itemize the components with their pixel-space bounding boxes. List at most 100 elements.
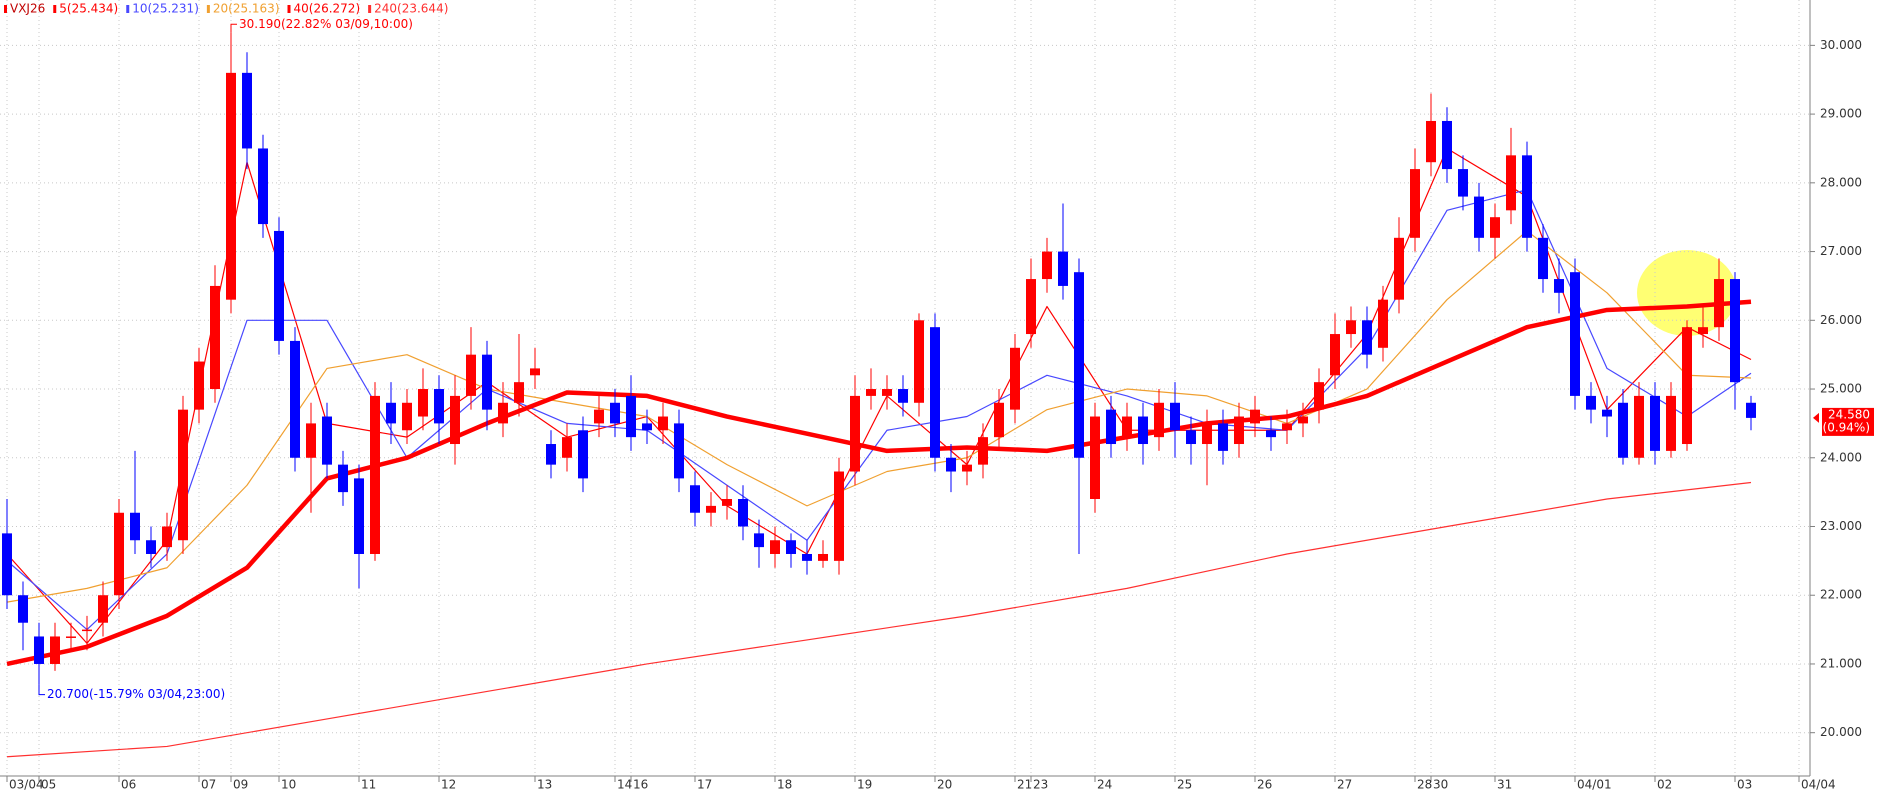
legend-swatch <box>287 5 291 13</box>
y-tick-label: 29.000 <box>1820 107 1862 121</box>
candle-body <box>1378 299 1388 348</box>
x-tick-label: 06 <box>121 778 136 792</box>
candle-body <box>514 382 524 403</box>
candle-body <box>530 368 540 376</box>
candle-body <box>1506 155 1516 211</box>
candle-body <box>610 402 620 424</box>
highlight-ellipse <box>1637 250 1737 336</box>
annotation-leader <box>230 23 237 33</box>
x-tick-label: 24 <box>1097 778 1112 792</box>
y-tick-label: 30.000 <box>1820 38 1862 52</box>
candle-body <box>178 409 188 541</box>
candle-body <box>242 72 252 149</box>
candle-body <box>1314 382 1324 410</box>
chart-title: VXJ26 <box>10 2 45 16</box>
labels: 20.000 21.000 22.000 23.000 24.000 25.000 26.0… <box>4 2 1874 792</box>
candle-body <box>578 430 588 479</box>
x-tick-label: 07 <box>201 778 216 792</box>
annotation-leader <box>38 684 45 696</box>
x-tick-label: 23 <box>1033 778 1048 792</box>
candle-body <box>114 512 124 596</box>
candle-body <box>1186 430 1196 445</box>
x-tick-label: 20 <box>937 778 952 792</box>
last-price-change: (0.94%) <box>1823 420 1870 434</box>
candle-body <box>434 389 444 424</box>
candle-body <box>1458 169 1468 197</box>
candle-body <box>562 437 572 458</box>
candle-body <box>1282 423 1292 431</box>
candle-body <box>194 361 204 410</box>
candle-body <box>1442 120 1452 170</box>
candle-body <box>370 395 380 554</box>
y-tick-label: 28.000 <box>1820 175 1862 189</box>
candle-body <box>834 471 844 561</box>
x-tick-label: 14 <box>617 778 632 792</box>
candle-body <box>674 423 684 479</box>
candle-body <box>882 389 892 396</box>
candle-body <box>274 230 284 341</box>
y-tick-label: 23.000 <box>1820 519 1862 533</box>
x-tick-label: 28 <box>1417 778 1432 792</box>
candle-body <box>786 540 796 554</box>
candle-body <box>706 505 716 513</box>
legend-entry: 20(25.163) <box>213 2 280 16</box>
y-tick-label: 27.000 <box>1820 244 1862 258</box>
ma-line <box>6 189 1752 631</box>
candle-body <box>226 72 236 300</box>
candle-body <box>1298 416 1308 424</box>
candle-body <box>658 416 668 431</box>
candle-body <box>738 499 748 527</box>
candle-body <box>258 148 268 225</box>
candle-body <box>1122 416 1132 438</box>
candle-body <box>50 636 60 664</box>
candle-body <box>1522 155 1532 238</box>
candle-body <box>162 526 172 548</box>
candle-body <box>1154 402 1164 438</box>
ma-line <box>6 230 1752 603</box>
candle-body <box>1042 251 1052 280</box>
candle-body <box>1490 217 1500 238</box>
x-tick-label: 05 <box>41 778 56 792</box>
candle-body <box>1618 402 1628 458</box>
last-price-arrow <box>1813 412 1819 423</box>
candle-body <box>386 402 396 424</box>
candle-body <box>1714 279 1724 328</box>
indicator-lines <box>6 147 1752 758</box>
candle-body <box>1026 279 1036 335</box>
ma-line <box>6 299 1752 667</box>
x-tick-label: 04/04 <box>1801 778 1836 792</box>
candle-body <box>802 553 812 561</box>
candle-body <box>1666 395 1676 451</box>
y-tick-label: 20.000 <box>1820 725 1862 739</box>
y-tick-label: 22.000 <box>1820 588 1862 602</box>
candle-body <box>66 636 76 638</box>
candle-body <box>1266 430 1276 438</box>
candle-body <box>1074 272 1084 458</box>
candle-body <box>978 437 988 465</box>
x-tick-label: 03/04 <box>9 778 44 792</box>
candle-body <box>1730 279 1740 383</box>
candle-body <box>210 285 220 390</box>
x-tick-label: 17 <box>697 778 712 792</box>
y-tick-label: 21.000 <box>1820 656 1862 670</box>
candle-body <box>450 395 460 445</box>
candle-body <box>82 629 92 632</box>
x-tick-label: 27 <box>1337 778 1352 792</box>
candle-body <box>1538 237 1548 280</box>
candle-body <box>546 444 556 465</box>
candle-body <box>402 402 412 431</box>
candle-body <box>898 389 908 403</box>
candle-body <box>2 533 12 596</box>
candle-body <box>1570 272 1580 396</box>
annotation: 30.190(22.82% 03/09,10:00) <box>239 17 413 31</box>
candle-body <box>482 354 492 410</box>
candle-body <box>1106 409 1116 445</box>
candle-body <box>1138 416 1148 445</box>
candle-body <box>914 320 924 403</box>
candle-body <box>130 512 140 541</box>
candle-body <box>1250 409 1260 424</box>
candle-body <box>1218 423 1228 451</box>
x-tick-label: 26 <box>1257 778 1272 792</box>
candle-body <box>1634 395 1644 458</box>
